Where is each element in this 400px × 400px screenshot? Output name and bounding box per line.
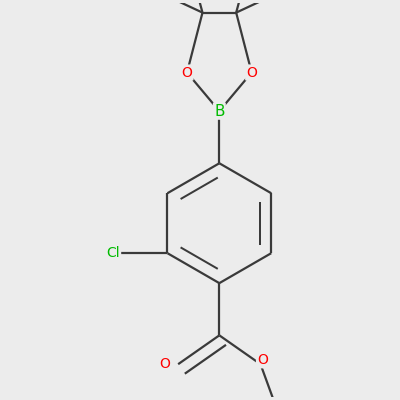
Text: Cl: Cl [106, 246, 120, 260]
Text: O: O [246, 66, 257, 80]
Text: O: O [257, 353, 268, 367]
Text: O: O [159, 357, 170, 371]
Text: B: B [214, 104, 224, 118]
Text: O: O [182, 66, 192, 80]
